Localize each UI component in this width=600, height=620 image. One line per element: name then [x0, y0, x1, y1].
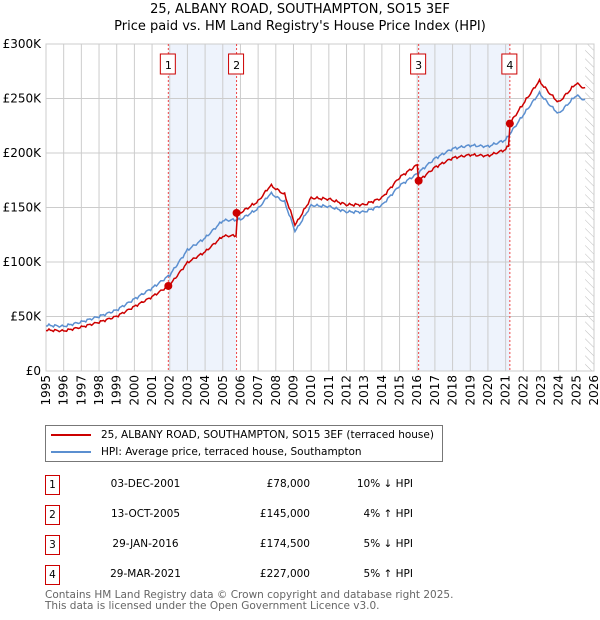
sale-row: 2 13-OCT-2005 £145,000 4% ↑ HPI — [45, 505, 465, 525]
legend-item-property: 25, ALBANY ROAD, SOUTHAMPTON, SO15 3EF (… — [51, 429, 434, 441]
legend: 25, ALBANY ROAD, SOUTHAMPTON, SO15 3EF (… — [45, 425, 443, 462]
sale-number-badge: 4 — [45, 565, 60, 585]
footer: Contains HM Land Registry data © Crown c… — [45, 590, 453, 612]
sale-row: 4 29-MAR-2021 £227,000 5% ↑ HPI — [45, 565, 465, 585]
sale-marker-label: 3 — [415, 59, 422, 72]
y-tick-label: £300K — [3, 37, 43, 51]
x-tick-label: 2009 — [286, 375, 300, 406]
sale-price: £227,000 — [259, 568, 310, 580]
x-tick-label: 1998 — [92, 375, 106, 406]
sale-price: £174,500 — [259, 538, 310, 550]
sale-point — [414, 176, 423, 185]
x-tick-label: 2011 — [322, 375, 336, 406]
sale-marker-box — [410, 53, 427, 75]
y-tick-label: £50K — [10, 310, 42, 324]
legend-item-hpi: HPI: Average price, terraced house, Sout… — [51, 446, 362, 458]
legend-label: 25, ALBANY ROAD, SOUTHAMPTON, SO15 3EF (… — [101, 429, 434, 441]
chart-subtitle: Price paid vs. HM Land Registry's House … — [114, 19, 486, 34]
sale-hpi-diff: 5% ↓ HPI — [363, 538, 413, 550]
x-tick-label: 2001 — [145, 375, 159, 406]
legend-label: HPI: Average price, terraced house, Sout… — [101, 446, 362, 458]
sale-row: 1 03-DEC-2001 £78,000 10% ↓ HPI — [45, 475, 465, 495]
x-tick-label: 2025 — [569, 375, 583, 406]
x-tick-label: 2010 — [304, 375, 318, 406]
x-tick-label: 2016 — [410, 375, 424, 406]
sale-number-badge: 2 — [45, 505, 60, 525]
price-line — [45, 77, 586, 333]
sale-marker-label: 1 — [165, 59, 172, 72]
sale-date: 29-MAR-2021 — [110, 568, 181, 580]
x-tick-label: 2012 — [340, 375, 354, 406]
x-tick-label: 2020 — [481, 375, 495, 406]
sale-date: 03-DEC-2001 — [110, 478, 181, 490]
x-tick-label: 2021 — [499, 375, 513, 406]
y-tick-label: £150K — [3, 201, 43, 215]
sale-price: £78,000 — [266, 478, 310, 490]
x-tick-label: 2006 — [233, 375, 247, 406]
sale-marker-box — [501, 53, 518, 75]
sale-number-badge: 3 — [45, 535, 60, 555]
sale-number-badge: 1 — [45, 475, 60, 495]
x-tick-label: 2000 — [127, 375, 141, 406]
licence-text: This data is licensed under the Open Gov… — [45, 600, 380, 612]
x-tick-label: 2019 — [463, 375, 477, 406]
sale-point — [232, 208, 241, 217]
sale-marker-box — [228, 53, 245, 75]
legend-swatch-red — [51, 434, 91, 436]
x-tick-label: 2005 — [216, 375, 230, 406]
x-tick-label: 1997 — [74, 375, 88, 406]
y-tick-label: £250K — [3, 92, 43, 106]
x-tick-label: 2002 — [163, 375, 177, 406]
x-tick-label: 2017 — [428, 375, 442, 406]
sale-hpi-diff: 10% ↓ HPI — [356, 478, 413, 490]
x-tick-label: 2015 — [393, 375, 407, 406]
sale-date: 29-JAN-2016 — [112, 538, 179, 550]
x-tick-label: 2008 — [269, 375, 283, 406]
x-tick-label: 2023 — [534, 375, 548, 406]
x-tick-label: 1996 — [57, 375, 71, 406]
sale-marker-label: 4 — [506, 59, 513, 72]
x-tick-label: 2024 — [552, 375, 566, 406]
price-chart: 1995 1996 1997 1998 1999 2000 2001 2002 2003 2004… — [3, 37, 600, 406]
x-tick-label: 1995 — [39, 375, 53, 406]
x-tick-label: 2004 — [198, 375, 212, 406]
x-tick-label: 2013 — [357, 375, 371, 406]
x-tick-label: 2014 — [375, 375, 389, 406]
copyright-text: Contains HM Land Registry data © Crown c… — [45, 589, 454, 601]
hpi-line — [45, 90, 586, 329]
y-tick-label: £100K — [3, 255, 43, 269]
sale-date: 13-OCT-2005 — [111, 508, 180, 520]
sale-marker-label: 2 — [233, 59, 240, 72]
x-tick-label: 2018 — [446, 375, 460, 406]
sale-point — [164, 281, 173, 290]
sale-hpi-diff: 4% ↑ HPI — [363, 508, 413, 520]
x-tick-label: 2007 — [251, 375, 265, 406]
sale-marker-box — [159, 53, 176, 75]
chart-title: 25, ALBANY ROAD, SOUTHAMPTON, SO15 3EF — [150, 2, 450, 17]
y-tick-label: £0 — [26, 364, 41, 378]
x-tick-label: 2022 — [516, 375, 530, 406]
x-tick-label: 1999 — [110, 375, 124, 406]
sale-hpi-diff: 5% ↑ HPI — [363, 568, 413, 580]
x-tick-label: 2026 — [587, 375, 600, 406]
x-tick-label: 2003 — [180, 375, 194, 406]
sale-point — [505, 119, 514, 128]
y-tick-label: £200K — [3, 146, 43, 160]
sale-price: £145,000 — [259, 508, 310, 520]
sale-row: 3 29-JAN-2016 £174,500 5% ↓ HPI — [45, 535, 465, 555]
legend-swatch-blue — [51, 451, 91, 453]
plot-frame — [45, 43, 595, 372]
